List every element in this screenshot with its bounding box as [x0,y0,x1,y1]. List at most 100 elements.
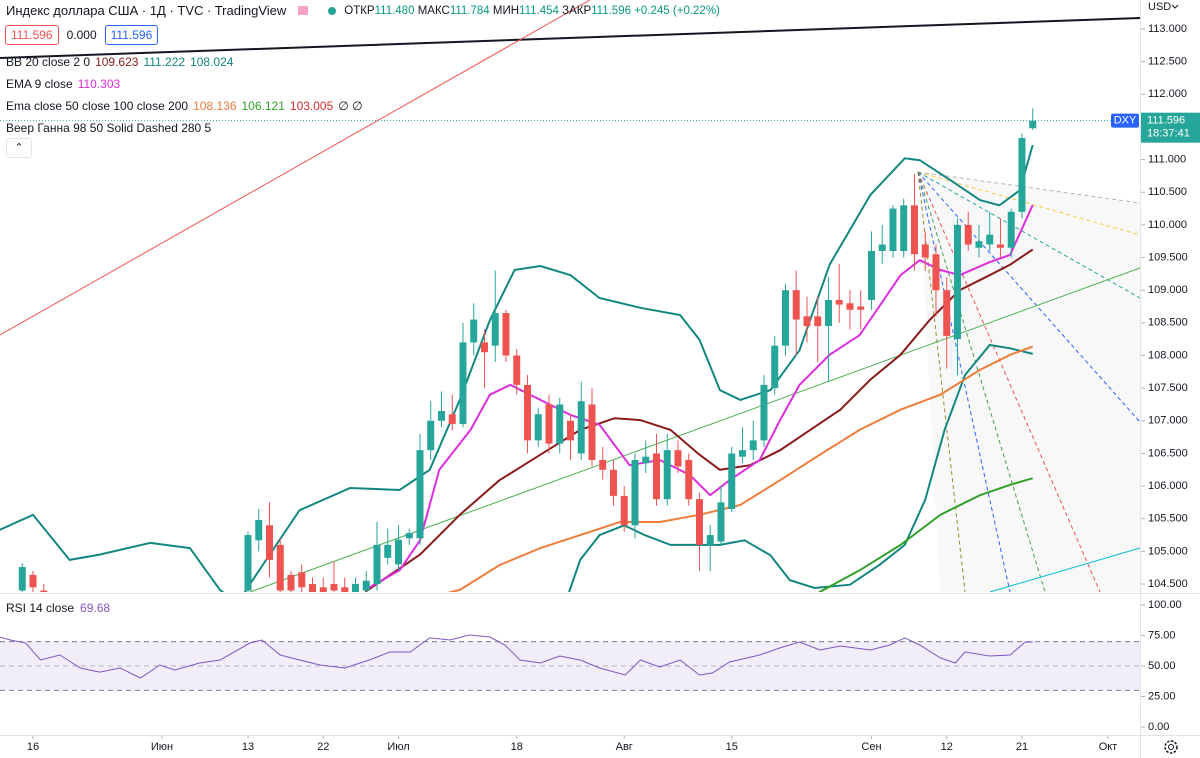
header: Индекс доллара США · 1Д · TVC · TradingV… [6,3,720,18]
symbol-badge-text: DXY [1114,115,1137,127]
candle-body [738,450,746,457]
candle-body [502,313,510,356]
candle-body [910,205,918,255]
candle-body [244,535,252,591]
candle-body [319,587,327,592]
candle-body [330,584,338,591]
candle-body [566,420,574,441]
x-tick-label: 18 [511,741,523,753]
currency-arrow[interactable] [1171,4,1179,9]
last-price-badge [1141,112,1200,143]
candle-body [341,587,349,592]
legend-value: 108.136 [193,99,237,113]
candle-body [405,533,413,539]
indicator-line [447,345,1034,592]
candle-body [588,404,596,460]
candle-body [298,572,306,588]
ohlc-value: 111.480 [374,4,415,17]
legend-value: 109.623 [95,55,139,69]
last-price-label: 111.596 [1147,115,1185,127]
candle-body [857,306,865,310]
gann-line [917,171,1101,592]
rsi-pane [0,634,1140,691]
legend-label: Ema close 50 close 100 close 200 [6,99,189,113]
candle-body [83,695,90,747]
candle-body [728,453,736,509]
rsi-legend: RSI 14 close 69.68 [6,601,110,615]
currency[interactable]: USD [1148,1,1171,13]
x-tick-label: Июн [151,741,173,753]
legend-row[interactable]: BB 20 close 2 0 109.623 111.222 108.024 [6,51,363,73]
indicator-line [568,343,1033,592]
candle-body [631,459,639,526]
candle-body [169,721,176,741]
x-tick-label: 21 [1016,741,1028,753]
y-tick-label: 110.000 [1148,219,1187,231]
candle-body [996,244,1004,248]
settings-icon[interactable] [1164,740,1178,754]
symbol-title[interactable]: Индекс доллара США · 1Д · TVC · TradingV… [6,3,287,18]
candle-body [373,544,381,585]
ohlc-label: ОТКР [344,4,375,17]
legend-value: 103.005 [289,99,334,113]
legend-value: 110.303 [77,77,121,91]
trend-line [0,17,1140,59]
candle-body [1029,120,1037,129]
candle-body [964,224,972,245]
candle-body [351,584,359,592]
candle-body [749,440,757,451]
gann-line [917,171,1011,592]
y-tick-label: 25.00 [1148,690,1176,702]
y-tick-label: 106.000 [1148,480,1188,492]
candle-body [609,469,617,496]
candle-body [835,299,843,305]
candle-body [577,401,585,454]
change: +0.245 (+0.22%) [634,4,720,17]
gann-fill [918,172,1140,592]
candle-body [652,453,660,500]
collapse-button[interactable]: ⌃ [6,138,32,158]
candle-body [448,414,456,425]
x-tick-label: 13 [242,741,254,753]
trade-boxes: 111.596 0.000 111.596 [5,25,159,45]
candle-body [94,747,101,758]
legend-label: BB 20 close 2 0 [6,55,91,69]
candle-body [394,539,402,565]
candle-body [695,499,703,545]
buy-price[interactable]: 111.596 [104,25,159,45]
x-tick-label: 15 [726,741,738,753]
candle-body [706,535,714,545]
candle-body [685,459,693,500]
rsi-value: 69.68 [80,601,111,615]
candle-body [771,345,779,389]
legend-row[interactable]: EMA 9 close 110.303 [6,73,363,95]
candle-body [416,450,424,539]
indicator-line [817,477,1033,592]
x-tick-label: 22 [317,741,329,753]
y-tick-label: 105.500 [1148,513,1188,525]
y-tick-label: 106.500 [1148,447,1188,459]
ohlc-label: ЗАКР [562,4,592,17]
sell-price[interactable]: 111.596 [5,25,59,45]
candle-body [1007,211,1015,248]
y-tick-label: 100.00 [1148,599,1182,611]
y-tick-label: 107.000 [1148,415,1188,427]
ohlc-value: 111.596 [591,4,631,17]
candle-body [29,574,37,588]
candle-body [362,580,370,591]
y-tick-label: 113.000 [1148,23,1187,35]
candle-body [137,708,144,758]
x-tick-label: Авг [616,741,633,753]
legend-text: ∅ ∅ [338,99,363,113]
candle-body [792,290,800,320]
candle-body [900,205,908,252]
legend-value: 108.024 [190,55,234,69]
candle-body [620,495,628,526]
symbol-badge [1111,113,1139,128]
flag-icon[interactable] [298,6,309,15]
y-tick-label: 108.500 [1148,317,1188,329]
legend-row[interactable]: Ema close 50 close 100 close 200 108.136 1… [6,95,363,117]
candle-body [781,290,789,346]
legend-row[interactable]: Веер Ганна 98 50 Solid Dashed 280 5 [6,117,363,139]
